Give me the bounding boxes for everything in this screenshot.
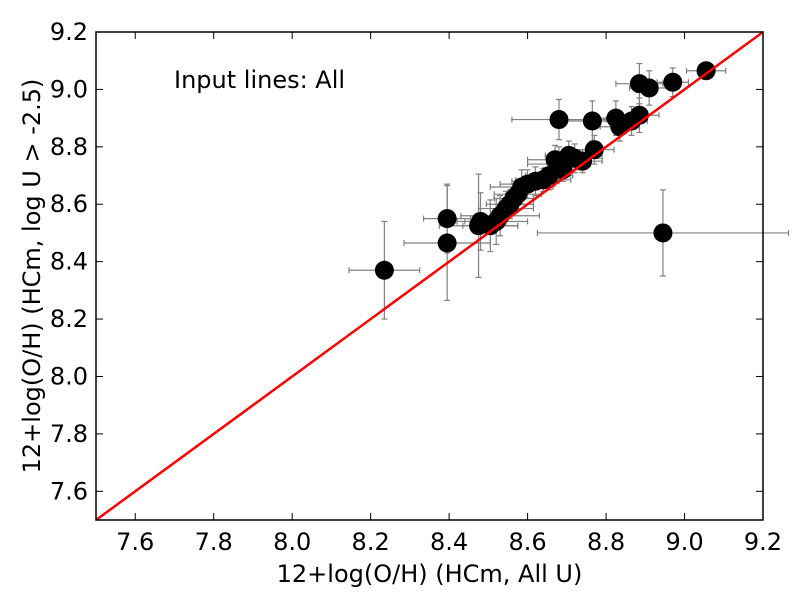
y-tick-label: 9.0 [50,75,88,103]
data-point-33 [696,61,716,81]
annotation-text: Input lines: All [174,66,345,94]
x-tick-label: 8.2 [352,528,390,556]
y-tick-label: 7.6 [50,477,88,505]
x-tick-label: 8.6 [509,528,547,556]
data-point-2 [437,233,457,253]
data-point-22 [573,151,593,171]
y-tick-label: 8.0 [50,362,88,390]
reference-line-layer [95,30,764,522]
y-tick-label: 8.2 [50,305,88,333]
x-tick-label: 7.8 [195,528,233,556]
x-axis-label: 12+log(O/H) (HCm, All U) [277,560,583,588]
data-point-1 [437,209,457,229]
x-tick-label: 8.8 [587,528,625,556]
data-point-23 [584,140,604,160]
x-tick-label: 9.0 [665,528,703,556]
tick-layer: 7.6 7.8 8.0 8.2 8.4 8.6 8.8 9.0 9.2 7.6 7.8 8.0 8.2 8… [50,18,782,556]
x-tick-label: 9.2 [744,528,782,556]
plot-frame [95,31,764,521]
y-tick-label: 8.6 [50,190,88,218]
x-tick-label: 8.0 [273,528,311,556]
y-axis-label: 12+log(O/H) (HCm, log U > -2.5) [18,79,46,474]
y-tick-label: 8.8 [50,133,88,161]
one-to-one-line [95,30,764,522]
data-point-24 [549,110,569,130]
y-tick-label: 8.4 [50,248,88,276]
data-point-31 [639,78,659,98]
x-tick-label: 7.6 [116,528,154,556]
y-tick-label: 9.2 [50,18,88,46]
data-point-32 [663,72,683,92]
y-tick-label: 7.8 [50,420,88,448]
data-point-25 [582,111,602,131]
data-point-0 [374,260,394,280]
x-tick-label: 8.4 [430,528,468,556]
marker-layer [374,61,716,280]
data-point-34 [653,223,673,243]
